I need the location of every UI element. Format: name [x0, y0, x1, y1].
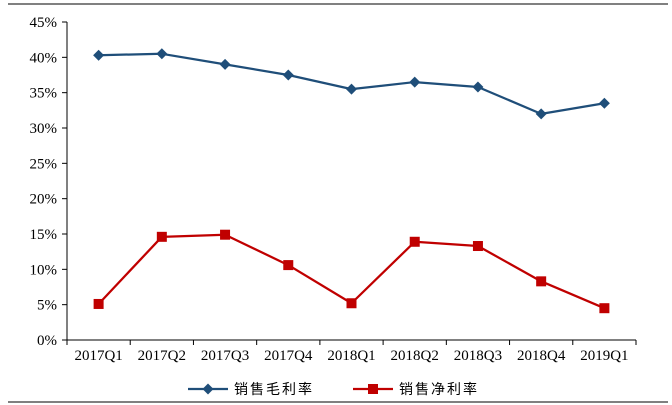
- y-tick-label: 35%: [30, 86, 58, 102]
- legend-marker: [202, 383, 214, 395]
- legend-item-2: 销售净利率: [353, 381, 479, 398]
- y-tick-label: 15%: [30, 227, 58, 243]
- data-point: [409, 236, 420, 247]
- data-point: [599, 303, 610, 314]
- data-point: [535, 108, 547, 120]
- series-1: [93, 48, 610, 120]
- y-tick-label: 5%: [37, 298, 57, 314]
- x-tick-label: 2018Q2: [391, 348, 439, 364]
- x-tick-label: 2018Q1: [327, 348, 375, 364]
- x-tick-label: 2018Q4: [517, 348, 566, 364]
- y-tick-label: 40%: [30, 50, 58, 66]
- legend-label: 销售毛利率: [234, 381, 314, 398]
- data-point: [220, 229, 231, 240]
- x-tick-label: 2017Q4: [264, 348, 313, 364]
- axes: 0% 5% 10% 15% 20% 25% 30% 35% 40% 45% 2017Q1 2017Q2…: [30, 15, 637, 364]
- data-point: [156, 231, 167, 242]
- x-tick-label: 2017Q2: [138, 348, 186, 364]
- data-point: [156, 48, 168, 60]
- data-point: [282, 69, 294, 81]
- data-point: [283, 260, 294, 271]
- x-tick-label: 2019Q1: [580, 348, 628, 364]
- legend-marker: [368, 384, 378, 394]
- data-point: [93, 298, 104, 309]
- data-point: [346, 83, 357, 95]
- y-tick-label: 45%: [30, 15, 58, 31]
- data-point: [472, 241, 483, 252]
- data-point: [346, 298, 357, 309]
- data-point: [472, 81, 484, 93]
- legend-item-1: 销售毛利率: [188, 381, 314, 398]
- y-tick-label: 20%: [30, 192, 58, 208]
- data-point: [598, 97, 610, 109]
- data-point: [219, 58, 231, 70]
- x-tick-label: 2017Q3: [201, 348, 249, 364]
- data-point: [536, 276, 547, 287]
- series-line: [97, 233, 605, 310]
- x-tick-label: 2018Q3: [454, 348, 502, 364]
- series-layer: [93, 48, 610, 314]
- y-tick-label: 30%: [30, 121, 58, 137]
- y-tick-label: 25%: [30, 156, 58, 172]
- data-point: [409, 76, 421, 88]
- y-tick-label: 0%: [37, 333, 57, 349]
- data-point: [93, 49, 105, 61]
- y-tick-label: 10%: [30, 262, 58, 278]
- x-tick-label: 2017Q1: [74, 348, 122, 364]
- legend: 销售毛利率 销售净利率: [188, 381, 479, 398]
- series-2: [93, 229, 610, 314]
- legend-label: 销售净利率: [399, 381, 479, 398]
